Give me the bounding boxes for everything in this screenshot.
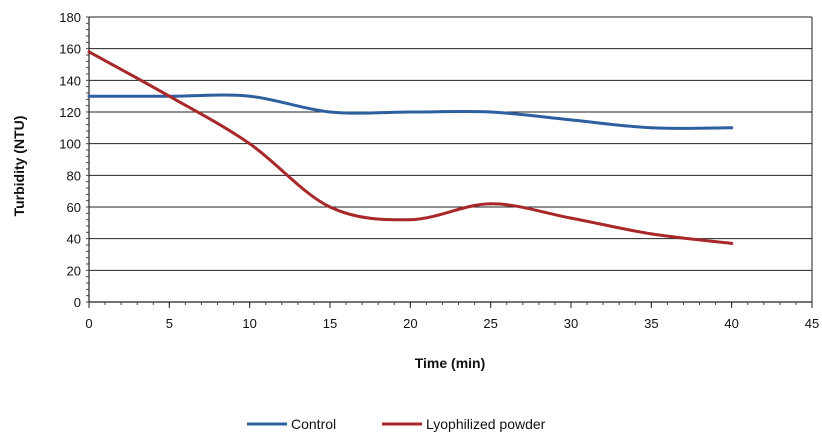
legend-label-control: Control	[291, 416, 336, 432]
data-point-lyophilized-powder	[408, 218, 412, 222]
data-point-control	[87, 94, 91, 98]
data-point-lyophilized-powder	[569, 216, 573, 220]
x-tick-label: 5	[166, 316, 173, 331]
data-point-lyophilized-powder	[328, 205, 332, 209]
y-tick-label: 140	[59, 73, 81, 88]
x-tick-label: 45	[805, 316, 819, 331]
legend-label-lyophilized-powder: Lyophilized powder	[426, 416, 546, 432]
grid	[89, 16, 813, 302]
x-tick-label: 30	[564, 316, 578, 331]
axes: 0 20 40 60 80 100 120 140 160 180 0 5 10 15 20 25 30 35 40…	[59, 10, 819, 331]
data-point-control	[408, 110, 412, 114]
y-tick-label: 60	[67, 200, 81, 215]
y-tick-label: 20	[67, 263, 81, 278]
data-point-lyophilized-powder	[87, 50, 91, 54]
data-point-lyophilized-powder	[649, 232, 653, 236]
x-tick-label: 20	[403, 316, 417, 331]
x-tick-label: 0	[85, 316, 92, 331]
y-axis-title: Turbidity (NTU)	[11, 116, 27, 217]
y-tick-label: 180	[59, 10, 81, 25]
x-axis-title: Time (min)	[415, 355, 486, 371]
x-tick-label: 35	[644, 316, 658, 331]
data-point-control	[489, 110, 493, 114]
y-tick-label: 100	[59, 137, 81, 152]
y-tick-label: 40	[67, 232, 81, 247]
x-tick-label: 25	[483, 316, 497, 331]
y-tick-label: 80	[67, 168, 81, 183]
legend: Control Lyophilized powder	[247, 416, 546, 432]
data-point-control	[328, 110, 332, 114]
x-tick-label: 15	[323, 316, 337, 331]
data-point-control	[248, 94, 252, 98]
data-point-control	[569, 118, 573, 122]
data-point-lyophilized-powder	[489, 202, 493, 206]
y-tick-label: 120	[59, 105, 81, 120]
x-tick-label: 10	[242, 316, 256, 331]
data-point-control	[730, 126, 734, 130]
data-point-lyophilized-powder	[730, 241, 734, 245]
data-point-lyophilized-powder	[167, 94, 171, 98]
data-point-control	[649, 126, 653, 130]
x-tick-label: 40	[724, 316, 738, 331]
series	[87, 50, 734, 245]
y-tick-label: 160	[59, 42, 81, 57]
data-point-lyophilized-powder	[248, 142, 252, 146]
y-tick-label: 0	[74, 295, 81, 310]
